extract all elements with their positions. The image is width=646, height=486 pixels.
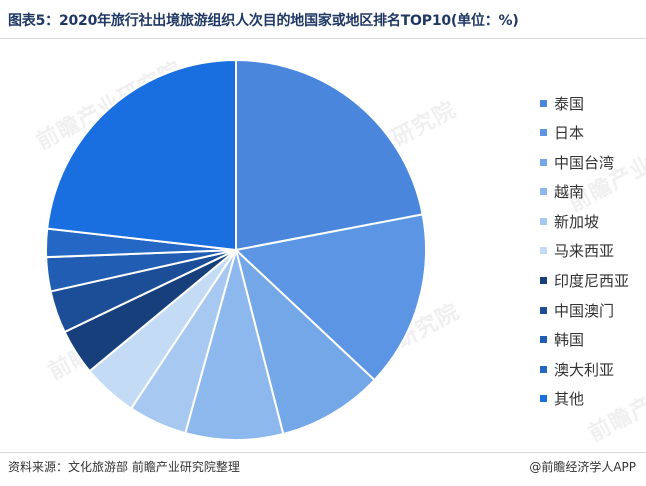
pie-slice-0: [235, 58, 424, 252]
legend-item-3: 越南: [540, 181, 629, 203]
legend-label: 印度尼西亚: [554, 272, 630, 291]
legend-label: 泰国: [554, 94, 585, 113]
legend-item-5: 马来西亚: [540, 240, 629, 262]
legend-label: 中国台湾: [554, 153, 615, 172]
legend-swatch: [540, 188, 547, 196]
legend-swatch: [540, 365, 547, 373]
legend-swatch: [540, 217, 547, 225]
legend-swatch: [540, 336, 547, 344]
pie-slice-2: [234, 246, 376, 436]
legend-item-4: 新加坡: [540, 210, 629, 232]
pie-slice-3: [184, 246, 285, 441]
legend-swatch: [540, 158, 547, 166]
legend-label: 其他: [554, 390, 585, 409]
legend-swatch: [540, 277, 547, 285]
legend-label: 新加坡: [554, 212, 600, 231]
title-divider: [0, 38, 646, 39]
legend-item-0: 泰国: [540, 92, 629, 114]
legend-item-6: 印度尼西亚: [540, 270, 629, 292]
pie-slice-10: [46, 58, 237, 252]
footer-divider: [0, 452, 646, 453]
legend-label: 中国澳门: [554, 301, 615, 320]
legend-item-10: 其他: [540, 388, 629, 410]
legend-item-8: 韩国: [540, 329, 629, 351]
legend-swatch: [540, 306, 547, 314]
legend-item-9: 澳大利亚: [540, 358, 629, 380]
legend-item-1: 日本: [540, 122, 629, 144]
legend-swatch: [540, 395, 547, 403]
legend-item-2: 中国台湾: [540, 151, 629, 173]
brand-credit: @前瞻经济学人APP: [529, 460, 636, 474]
legend-swatch: [540, 129, 547, 137]
chart-title: 图表5：2020年旅行社出境旅游组织人次目的地国家或地区排名TOP10(单位：%…: [8, 13, 519, 29]
legend-swatch: [540, 247, 547, 255]
source-note: 资料来源：文化旅游部 前瞻产业研究院整理: [8, 460, 240, 474]
pie-slice-1: [233, 213, 427, 382]
legend-swatch: [540, 99, 547, 107]
legend-label: 越南: [554, 183, 585, 202]
legend-label: 韩国: [554, 331, 585, 350]
legend-label: 马来西亚: [554, 242, 615, 261]
legend-item-7: 中国澳门: [540, 299, 629, 321]
chart-legend: 泰国日本中国台湾越南新加坡马来西亚印度尼西亚中国澳门韩国澳大利亚其他: [540, 92, 629, 418]
legend-label: 日本: [554, 124, 585, 143]
legend-label: 澳大利亚: [554, 360, 615, 379]
